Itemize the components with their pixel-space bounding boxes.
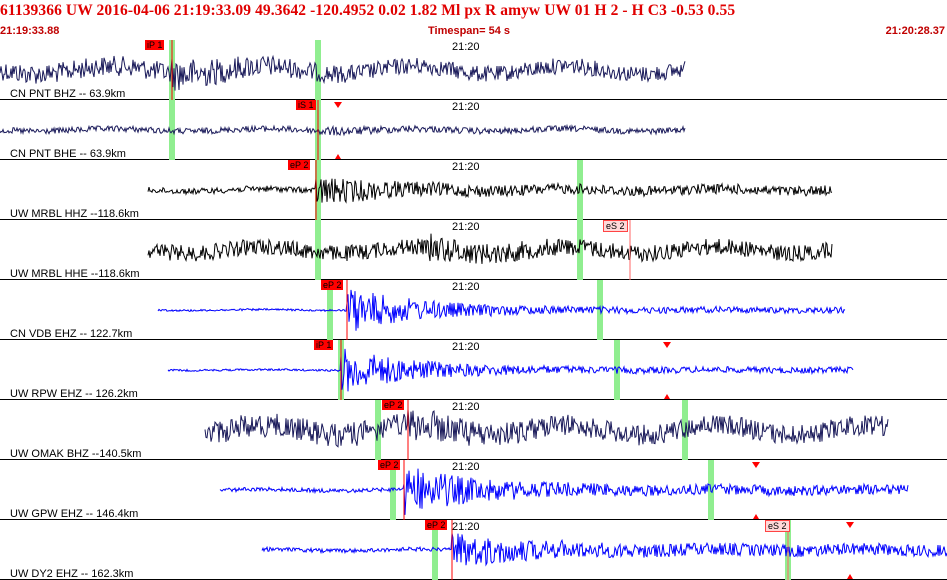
seismogram-panel[interactable]: 21:20 eP 2 UW MRBL HHZ --118.6km: [0, 160, 947, 220]
predicted-arrival-bar: [432, 520, 438, 580]
waveform-trace: [157, 289, 846, 331]
waveform-trace: [261, 533, 947, 567]
phase-pick-label[interactable]: eS 2: [603, 220, 628, 232]
phase-pick-label[interactable]: iP 1: [314, 340, 334, 350]
phase-pick-label[interactable]: eP 2: [288, 160, 311, 170]
end-time: 21:20:28.37: [885, 25, 945, 37]
phase-pick-label[interactable]: eP 2: [378, 460, 401, 470]
phase-pick-label[interactable]: eP 2: [382, 400, 405, 410]
trace-canvas: [0, 340, 947, 400]
seismogram-panel[interactable]: 21:20 iP 1 UW RPW EHZ -- 126.2km: [0, 340, 947, 400]
trace-canvas: [0, 100, 947, 160]
time-tick-label: 21:20: [452, 101, 480, 113]
arrival-marker-top: [846, 522, 854, 528]
event-header: 61139366 UW 2016-04-06 21:19:33.09 49.36…: [0, 0, 947, 40]
predicted-arrival-bar: [315, 160, 321, 220]
station-label: CN VDB EHZ -- 122.7km: [10, 328, 133, 340]
station-label: UW DY2 EHZ -- 162.3km: [10, 568, 134, 580]
trace-canvas: [0, 280, 947, 340]
waveform-trace: [0, 123, 686, 137]
arrival-marker-bottom: [335, 154, 341, 159]
station-label: UW OMAK BHZ --140.5km: [10, 448, 142, 460]
waveform-trace: [0, 54, 686, 91]
time-tick-label: 21:20: [452, 401, 480, 413]
waveform-trace: [147, 233, 833, 264]
waveform-trace: [204, 409, 889, 448]
station-label: UW RPW EHZ -- 126.2km: [10, 388, 138, 400]
seismogram-panel[interactable]: 21:20 eP 2 UW OMAK BHZ --140.5km: [0, 400, 947, 460]
predicted-arrival-bar: [614, 340, 620, 400]
predicted-arrival-bar: [169, 100, 175, 160]
time-tick-label: 21:20: [452, 281, 480, 293]
seismogram-panel[interactable]: 21:20 eP 2 CN VDB EHZ -- 122.7km: [0, 280, 947, 340]
station-label: CN PNT BHE -- 63.9km: [10, 148, 126, 160]
predicted-arrival-bar: [597, 280, 603, 340]
waveform-trace: [147, 178, 833, 204]
seismogram-panels: 21:20 iP 1 CN PNT BHZ -- 63.9km 21:20 iS 1 CN…: [0, 40, 947, 580]
seismogram-panel[interactable]: 21:20 eP 2 eS 2 UW DY2 EHZ -- 162.3km: [0, 520, 947, 580]
predicted-arrival-bar: [577, 220, 583, 280]
arrival-marker-bottom: [664, 394, 670, 399]
phase-pick-label[interactable]: eS 2: [765, 520, 790, 532]
event-title: 61139366 UW 2016-04-06 21:19:33.09 49.36…: [0, 2, 736, 19]
time-tick-label: 21:20: [452, 41, 480, 53]
seismogram-panel[interactable]: 21:20 eS 2 UW MRBL HHE --118.6km: [0, 220, 947, 280]
trace-canvas: [0, 400, 947, 460]
arrival-marker-top: [752, 462, 760, 468]
waveform-trace: [167, 348, 854, 392]
phase-pick-label[interactable]: iP 1: [145, 40, 165, 50]
predicted-arrival-bar: [315, 40, 321, 100]
trace-canvas: [0, 460, 947, 520]
time-tick-label: 21:20: [452, 221, 480, 233]
time-tick-label: 21:20: [452, 461, 480, 473]
phase-pick-label[interactable]: eP 2: [321, 280, 344, 290]
arrival-marker-top: [663, 342, 671, 348]
phase-pick-label[interactable]: iS 1: [296, 100, 316, 110]
trace-canvas: [0, 220, 947, 280]
station-label: UW MRBL HHZ --118.6km: [10, 208, 139, 220]
start-time: 21:19:33.88: [0, 25, 60, 37]
trace-canvas: [0, 160, 947, 220]
phase-pick-label[interactable]: eP 2: [425, 520, 448, 530]
station-label: UW GPW EHZ -- 146.4km: [10, 508, 139, 520]
time-tick-label: 21:20: [452, 521, 480, 533]
arrival-marker-bottom: [847, 574, 853, 579]
station-label: UW MRBL HHE --118.6km: [10, 268, 140, 280]
station-label: CN PNT BHZ -- 63.9km: [10, 88, 126, 100]
seismogram-panel[interactable]: 21:20 eP 2 UW GPW EHZ -- 146.4km: [0, 460, 947, 520]
arrival-marker-bottom: [753, 514, 759, 519]
timespan-label: Timespan= 54 s: [428, 25, 511, 37]
seismogram-panel[interactable]: 21:20 iS 1 CN PNT BHE -- 63.9km: [0, 100, 947, 160]
waveform-trace: [219, 468, 909, 515]
time-tick-label: 21:20: [452, 161, 480, 173]
arrival-marker-top: [334, 102, 342, 108]
predicted-arrival-bar: [577, 160, 583, 220]
seismogram-panel[interactable]: 21:20 iP 1 CN PNT BHZ -- 63.9km: [0, 40, 947, 100]
trace-canvas: [0, 40, 947, 100]
time-tick-label: 21:20: [452, 341, 480, 353]
